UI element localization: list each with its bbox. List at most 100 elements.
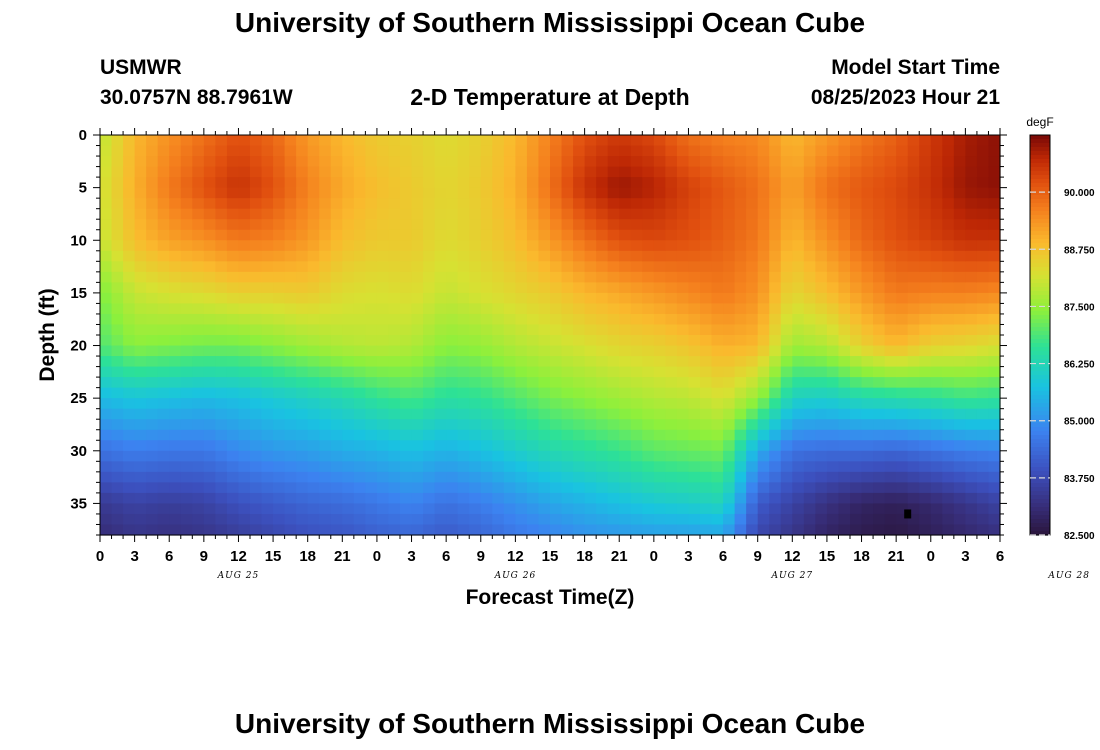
heatmap-cell (446, 156, 459, 168)
heatmap-cell (365, 345, 378, 357)
heatmap-cell (573, 366, 586, 378)
heatmap-cell (700, 419, 713, 431)
heatmap-cell (215, 408, 228, 420)
heatmap-cell (734, 408, 747, 420)
heatmap-cell (573, 429, 586, 441)
heatmap-cell (573, 271, 586, 283)
heatmap-cell (365, 377, 378, 389)
heatmap-cell (596, 324, 609, 336)
heatmap-cell (180, 366, 193, 378)
heatmap-cell (907, 177, 920, 189)
heatmap-cell (515, 198, 528, 210)
heatmap-cell (342, 198, 355, 210)
heatmap-cell (642, 219, 655, 231)
heatmap-cell (803, 261, 816, 273)
heatmap-cell (688, 261, 701, 273)
heatmap-cell (965, 366, 978, 378)
heatmap-cell (261, 366, 274, 378)
heatmap-cell (330, 135, 343, 147)
heatmap-cell (653, 492, 666, 505)
heatmap-cell (584, 166, 597, 178)
heatmap-cell (538, 471, 551, 483)
heatmap-cell (642, 313, 655, 326)
heatmap-cell (746, 324, 759, 336)
heatmap-cell (400, 187, 413, 199)
heatmap-cell (226, 166, 240, 178)
heatmap-cell (873, 440, 886, 452)
heatmap-cell (169, 524, 182, 536)
heatmap-cell (423, 482, 436, 494)
heatmap-cell (480, 387, 493, 399)
heatmap-cell (526, 450, 540, 462)
heatmap-cell (803, 335, 816, 347)
heatmap-cell (469, 492, 482, 505)
heatmap-cell (757, 198, 770, 210)
heatmap-cell (723, 492, 736, 505)
heatmap-cell (584, 419, 597, 431)
heatmap-cell (953, 513, 966, 526)
heatmap-cell (123, 345, 136, 357)
heatmap-cell (353, 408, 366, 420)
heatmap-cell (965, 513, 978, 526)
heatmap-cell (792, 366, 805, 378)
heatmap-cell (734, 335, 747, 347)
heatmap-cell (953, 387, 966, 399)
heatmap-cell (203, 345, 216, 357)
heatmap-cell (296, 524, 309, 536)
heatmap-cell (215, 440, 228, 452)
y-tick-label: 5 (79, 180, 87, 197)
heatmap-cell (561, 240, 574, 252)
heatmap-cell (503, 261, 516, 273)
heatmap-cell (330, 345, 343, 357)
heatmap-cell (100, 503, 113, 515)
heatmap-cell (365, 145, 378, 157)
heatmap-cell (942, 398, 955, 410)
heatmap-cell (653, 398, 666, 410)
heatmap-cell (538, 429, 551, 441)
heatmap-cell (284, 261, 297, 273)
heatmap-cell (423, 492, 436, 505)
heatmap-cell (146, 229, 159, 241)
heatmap-cell (434, 292, 447, 305)
heatmap-cell (411, 387, 424, 399)
heatmap-cell (423, 387, 436, 399)
heatmap-cell (526, 177, 540, 189)
heatmap-cell (111, 492, 124, 505)
heatmap-cell (815, 145, 828, 157)
heatmap-cell (930, 482, 943, 494)
heatmap-cell (896, 492, 909, 505)
heatmap-cell (757, 440, 770, 452)
heatmap-cell (226, 271, 240, 283)
heatmap-cell (861, 240, 874, 252)
heatmap-cell (907, 440, 920, 452)
heatmap-cell (503, 240, 516, 252)
heatmap-cell (376, 303, 390, 315)
x-tick-label: 18 (576, 548, 593, 565)
heatmap-cell (676, 461, 690, 473)
heatmap-cell (550, 513, 563, 526)
heatmap-cell (446, 292, 459, 305)
heatmap-cell (526, 471, 540, 483)
heatmap-cell (480, 187, 493, 199)
heatmap-cell (676, 513, 690, 526)
heatmap-cell (769, 408, 782, 420)
heatmap-cell (607, 208, 620, 220)
heatmap-cell (273, 292, 286, 305)
heatmap-cell (757, 408, 770, 420)
heatmap-cell (953, 282, 966, 294)
heatmap-cell (942, 303, 955, 315)
heatmap-cell (180, 419, 193, 431)
heatmap-cell (769, 208, 782, 220)
heatmap-cell (676, 335, 690, 347)
colorbar-segment (1030, 515, 1050, 520)
heatmap-cell (296, 324, 309, 336)
colorbar-segment (1030, 491, 1050, 496)
colorbar-segment (1030, 255, 1050, 260)
heatmap-cell (250, 450, 263, 462)
heatmap-cell (330, 198, 343, 210)
heatmap-cell (446, 398, 459, 410)
heatmap-cell (169, 208, 182, 220)
heatmap-cell (515, 335, 528, 347)
colorbar-segment (1030, 295, 1050, 300)
heatmap-cell (642, 324, 655, 336)
